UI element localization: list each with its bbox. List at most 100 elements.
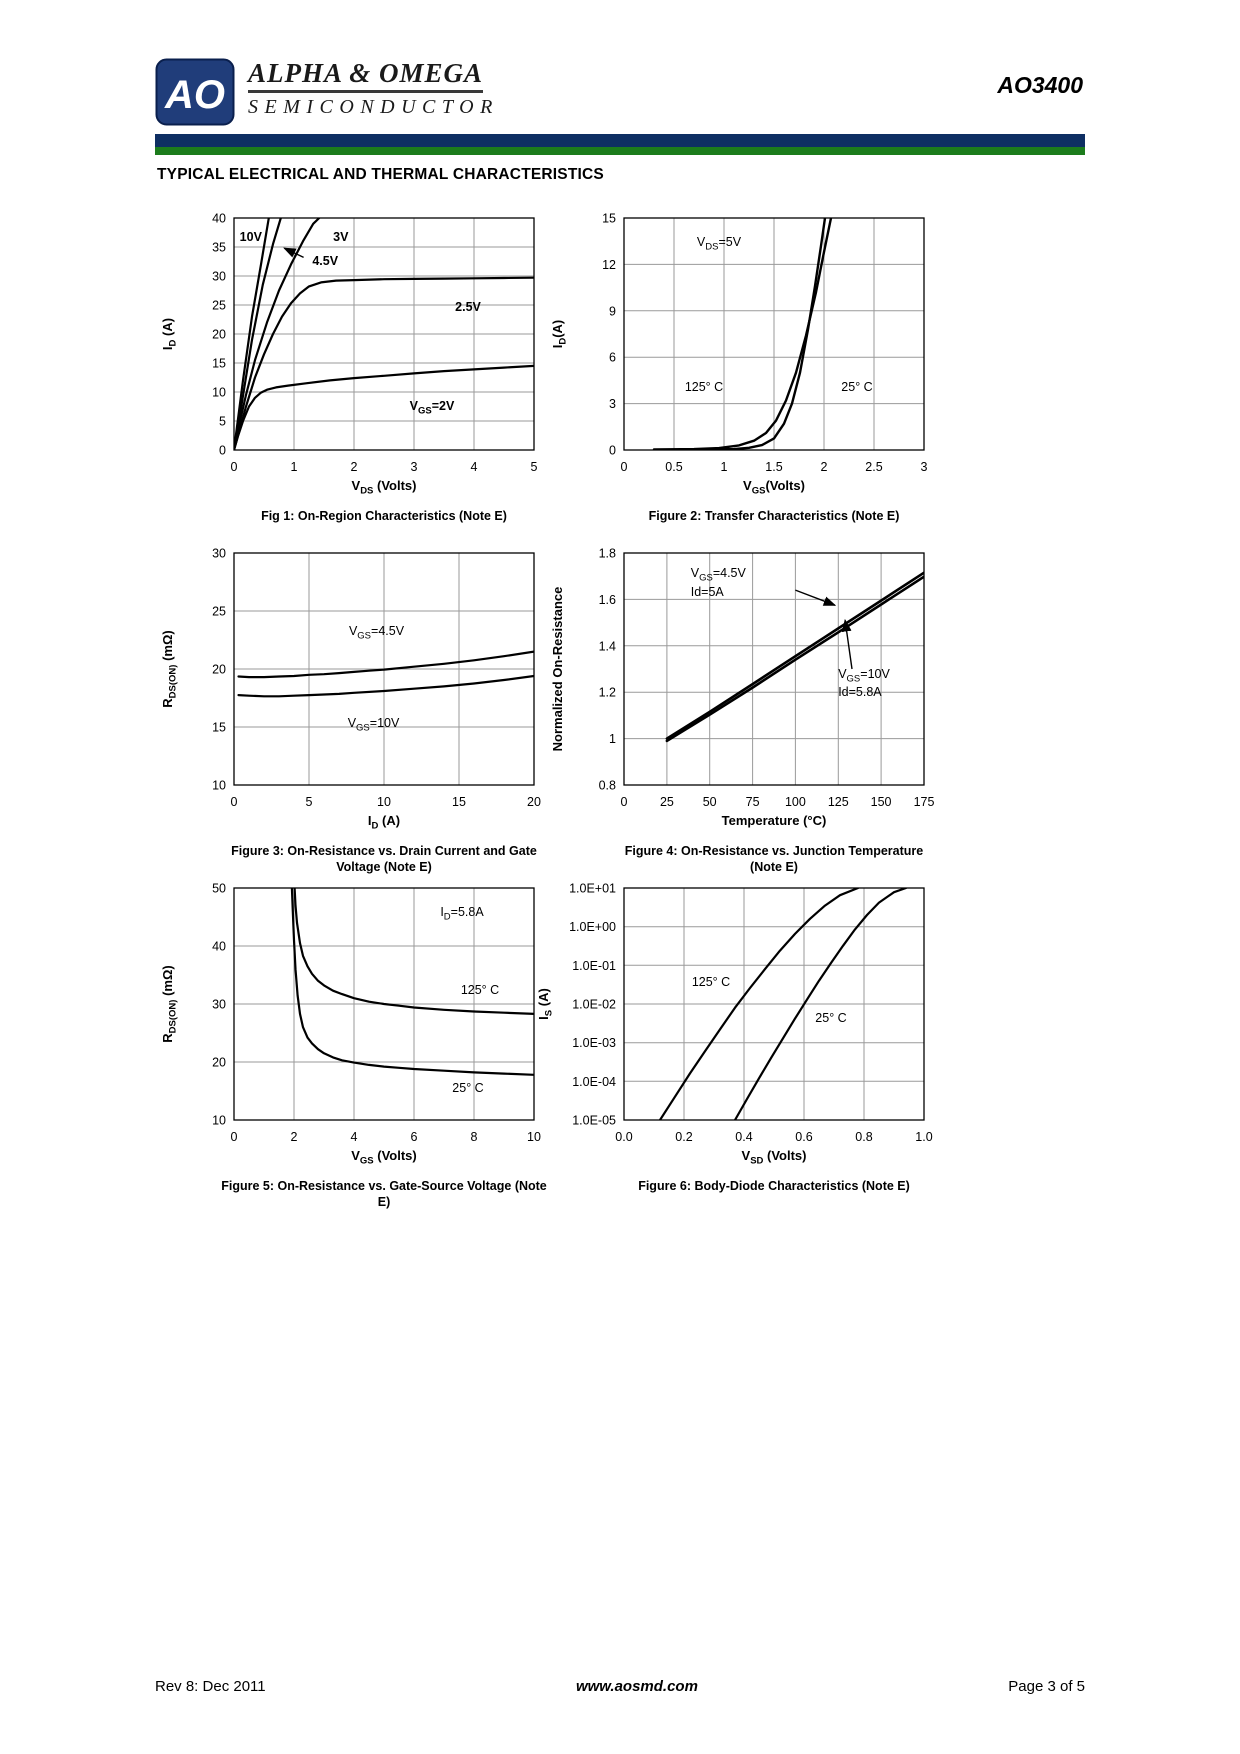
series-vgs-10v-id-5p8a <box>665 575 924 743</box>
svg-text:0: 0 <box>231 1130 238 1144</box>
svg-text:0: 0 <box>231 795 238 809</box>
svg-text:0.5: 0.5 <box>665 460 682 474</box>
svg-text:10: 10 <box>212 1114 226 1128</box>
svg-text:25: 25 <box>212 605 226 619</box>
svg-text:35: 35 <box>212 241 226 255</box>
series-125c <box>293 888 534 1015</box>
svg-text:1.0E-05: 1.0E-05 <box>572 1114 616 1128</box>
svg-text:1.4: 1.4 <box>599 639 616 653</box>
section-title: TYPICAL ELECTRICAL AND THERMAL CHARACTER… <box>157 166 604 183</box>
figure-4: 0.8 1 1.2 1.4 1.6 1.8 0 25 50 75 100 125 150 175 Tempe… <box>532 543 972 883</box>
svg-text:0: 0 <box>219 444 226 458</box>
figure-5: 10 20 30 40 50 0 2 4 6 8 10 VGS (Volts) RDS(ON) (mΩ)… <box>142 878 582 1218</box>
figure-5-caption: Figure 5: On-Resistance vs. Gate-Source … <box>221 1179 547 1210</box>
page-header: AO ALPHA & OMEGA SEMICONDUCTOR AO3400 <box>155 58 1085 134</box>
svg-text:0.2: 0.2 <box>675 1130 692 1144</box>
svg-text:0.8: 0.8 <box>599 779 616 793</box>
svg-text:25: 25 <box>660 795 674 809</box>
svg-text:2: 2 <box>351 460 358 474</box>
svg-text:0: 0 <box>231 460 238 474</box>
series-vgs-4p5v <box>237 650 534 679</box>
chart-canvas-fig4: 0.8 1 1.2 1.4 1.6 1.8 0 25 50 75 100 125 150 175 <box>599 547 935 810</box>
svg-text:30: 30 <box>212 998 226 1012</box>
svg-text:8: 8 <box>471 1130 478 1144</box>
chart-canvas-fig2: 0 3 6 9 12 15 0 0.5 1 1.5 2 2.5 3 <box>602 212 928 475</box>
svg-text:10: 10 <box>212 386 226 400</box>
svg-text:1.0E-02: 1.0E-02 <box>572 998 616 1012</box>
svg-text:1.0E+00: 1.0E+00 <box>569 920 616 934</box>
x-axis-label-fig3: ID (A) <box>367 813 401 832</box>
annotation-fig6-0: 125° C <box>691 975 731 990</box>
svg-text:3: 3 <box>609 397 616 411</box>
svg-text:15: 15 <box>212 357 226 371</box>
annotation-fig4-1: VGS=10V Id=5.8A <box>838 667 890 700</box>
figure-1-caption: Fig 1: On-Region Characteristics (Note E… <box>261 509 507 523</box>
footer-page-number: Page 3 of 5 <box>1008 1678 1085 1695</box>
figure-6-plot: 1.0E+01 1.0E+00 1.0E-01 1.0E-02 1.0E-03 1.0E-… <box>532 878 972 1178</box>
svg-text:100: 100 <box>785 795 806 809</box>
series-vgs-4p5v-id-5a <box>665 571 924 740</box>
svg-text:0.0: 0.0 <box>615 1130 632 1144</box>
figure-1-plot: 0 5 10 15 20 25 30 35 40 0 1 2 3 4 5 VDS (Volts) ID (A) 1… <box>142 208 582 508</box>
series-vgs-2v <box>234 364 534 450</box>
annotation-fig3-0: VGS=4.5V <box>348 623 405 642</box>
svg-text:175: 175 <box>914 795 935 809</box>
annotation-fig3-1: VGS=10V <box>347 715 400 734</box>
chart-canvas-fig5: 10 20 30 40 50 0 2 4 6 8 10 <box>212 882 541 1145</box>
svg-text:50: 50 <box>703 795 717 809</box>
svg-text:2.5: 2.5 <box>865 460 882 474</box>
y-axis-label-fig5: RDS(ON) (mΩ) <box>160 965 179 1043</box>
svg-text:1.0E-03: 1.0E-03 <box>572 1036 616 1050</box>
figure-5-plot: 10 20 30 40 50 0 2 4 6 8 10 VGS (Volts) RDS(ON) (mΩ)… <box>142 878 582 1178</box>
figure-4-plot: 0.8 1 1.2 1.4 1.6 1.8 0 25 50 75 100 125 150 175 Tempe… <box>532 543 972 843</box>
page-footer: Rev 8: Dec 2011 www.aosmd.com Page 3 of … <box>155 1678 1085 1695</box>
svg-text:25: 25 <box>212 299 226 313</box>
svg-text:20: 20 <box>212 1056 226 1070</box>
chart-canvas-fig3: 10 15 20 25 30 0 5 10 15 20 <box>212 547 541 810</box>
svg-text:1: 1 <box>721 460 728 474</box>
footer-website[interactable]: www.aosmd.com <box>575 1678 698 1695</box>
svg-text:2: 2 <box>291 1130 298 1144</box>
svg-text:6: 6 <box>411 1130 418 1144</box>
series-vgs-10v <box>237 674 534 698</box>
figure-2-caption: Figure 2: Transfer Characteristics (Note… <box>648 509 900 523</box>
annotation-fig5-1: 125° C <box>460 982 500 997</box>
figure-6: 1.0E+01 1.0E+00 1.0E-01 1.0E-02 1.0E-03 1.0E-… <box>532 878 972 1218</box>
green-bar <box>155 147 1085 155</box>
svg-text:10: 10 <box>212 779 226 793</box>
svg-text:0: 0 <box>609 444 616 458</box>
series-vgs-3v <box>234 218 321 450</box>
annotation-fig1-4: VGS=2V <box>409 398 455 417</box>
figure-3: 10 15 20 25 30 0 5 10 15 20 ID (A) RDS(ON) (mΩ) VGS=… <box>142 543 582 883</box>
svg-text:0: 0 <box>621 795 628 809</box>
svg-text:30: 30 <box>212 547 226 561</box>
x-axis-label-fig6: VSD (Volts) <box>741 1148 807 1167</box>
svg-text:15: 15 <box>452 795 466 809</box>
aos-logo-box <box>155 58 235 126</box>
svg-text:3: 3 <box>921 460 928 474</box>
svg-text:10: 10 <box>377 795 391 809</box>
brand-subtitle: SEMICONDUCTOR <box>248 96 499 118</box>
svg-text:9: 9 <box>609 304 616 318</box>
annotation-fig2-0: VDS=5V <box>696 235 742 253</box>
svg-text:0.8: 0.8 <box>855 1130 872 1144</box>
svg-text:50: 50 <box>212 882 226 896</box>
part-number: AO3400 <box>997 72 1083 98</box>
figure-3-caption: Figure 3: On-Resistance vs. Drain Curren… <box>231 844 537 875</box>
series-125c <box>652 218 833 450</box>
y-axis-label-fig4: Normalized On-Resistance <box>550 586 565 752</box>
figure-2: 0 3 6 9 12 15 0 0.5 1 1.5 2 2.5 3 VGS(Volts) ID(A) VDS=… <box>532 208 972 548</box>
series-125c <box>658 888 860 1120</box>
figure-1: 0 5 10 15 20 25 30 35 40 0 1 2 3 4 5 VDS (Volts) ID (A) 1… <box>142 208 582 548</box>
annotation-fig1-0: 10V <box>239 230 262 245</box>
annotation-fig1-1: 3V <box>333 230 349 245</box>
svg-text:0: 0 <box>621 460 628 474</box>
figure-6-caption: Figure 6: Body-Diode Characteristics (No… <box>638 1179 910 1193</box>
svg-text:3: 3 <box>411 460 418 474</box>
annotation-fig2-1: 125° C <box>684 380 724 395</box>
svg-text:75: 75 <box>746 795 760 809</box>
svg-text:1.8: 1.8 <box>599 547 616 561</box>
annotation-fig4-0: VGS=4.5V Id=5A <box>690 566 746 599</box>
y-axis-label-fig6: IS (A) <box>536 988 555 1020</box>
